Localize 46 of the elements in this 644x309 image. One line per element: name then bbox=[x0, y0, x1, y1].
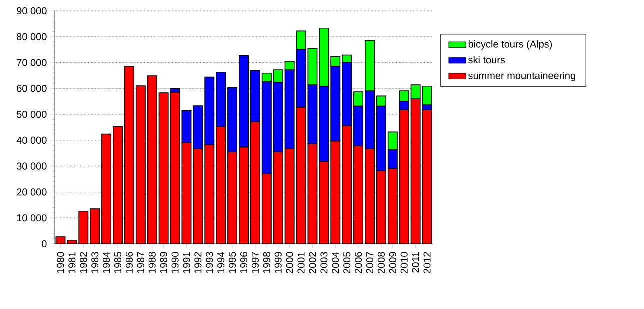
x-tick-label: 1994 bbox=[218, 252, 225, 274]
x-tick-label: 1988 bbox=[148, 252, 156, 274]
y-tick-label: 40 000 bbox=[16, 136, 47, 144]
x-tick-label: 2010 bbox=[400, 252, 408, 274]
x-tick-label: 2012 bbox=[424, 252, 431, 274]
x-tick-label: 2009 bbox=[389, 252, 396, 274]
y-tick-label: 80 000 bbox=[17, 33, 47, 40]
x-tick-label: 2003 bbox=[320, 252, 328, 274]
y-tick-label: 0 bbox=[42, 240, 47, 248]
x-tick-label: 1986 bbox=[126, 252, 133, 274]
x-tick-label: 2004 bbox=[332, 252, 340, 274]
x-tick-label: 1989 bbox=[160, 252, 168, 274]
legend-label: bicycle tours (Alps) bbox=[468, 40, 552, 50]
x-tick-label: 1992 bbox=[194, 252, 202, 274]
x-tick-label: 2008 bbox=[378, 252, 385, 274]
x-tick-label: 1982 bbox=[80, 252, 88, 274]
x-tick-label: 1995 bbox=[229, 252, 236, 274]
x-tick-label: 1985 bbox=[114, 252, 122, 274]
legend-label: ski tours bbox=[468, 56, 506, 64]
x-tick-label: 2001 bbox=[298, 252, 305, 274]
x-tick-label: 2002 bbox=[309, 252, 316, 274]
x-tick-label: 1987 bbox=[137, 252, 144, 274]
y-tick-label: 50 000 bbox=[17, 111, 47, 118]
x-tick-label: 1997 bbox=[252, 252, 259, 274]
y-tick-label: 70 000 bbox=[17, 59, 47, 66]
x-tick-label: 1990 bbox=[172, 252, 179, 274]
x-tick-label: 1998 bbox=[263, 252, 270, 274]
x-tick-label: 1993 bbox=[206, 252, 214, 274]
y-tick-label: 60 000 bbox=[17, 85, 47, 92]
legend-label: summer mountaineering bbox=[468, 72, 576, 82]
x-tick-label: 2000 bbox=[286, 252, 294, 274]
x-tick-label: 1981 bbox=[68, 252, 76, 274]
y-tick-label: 10 000 bbox=[17, 214, 47, 222]
y-tick-label: 30 000 bbox=[16, 162, 47, 170]
x-tick-label: 1999 bbox=[274, 252, 282, 274]
x-tick-label: 1983 bbox=[92, 252, 99, 274]
y-tick-label: 20 000 bbox=[17, 188, 47, 196]
x-tick-label: 1980 bbox=[57, 252, 64, 274]
x-tick-label: 2011 bbox=[412, 252, 420, 273]
x-tick-label: 2005 bbox=[344, 252, 351, 274]
x-tick-label: 2007 bbox=[366, 252, 374, 274]
y-tick-label: 90 000 bbox=[17, 7, 47, 15]
x-tick-label: 1991 bbox=[183, 252, 190, 274]
x-tick-label: 1996 bbox=[240, 252, 248, 274]
x-tick-label: 2006 bbox=[355, 252, 362, 274]
x-tick-label: 1984 bbox=[103, 252, 110, 274]
